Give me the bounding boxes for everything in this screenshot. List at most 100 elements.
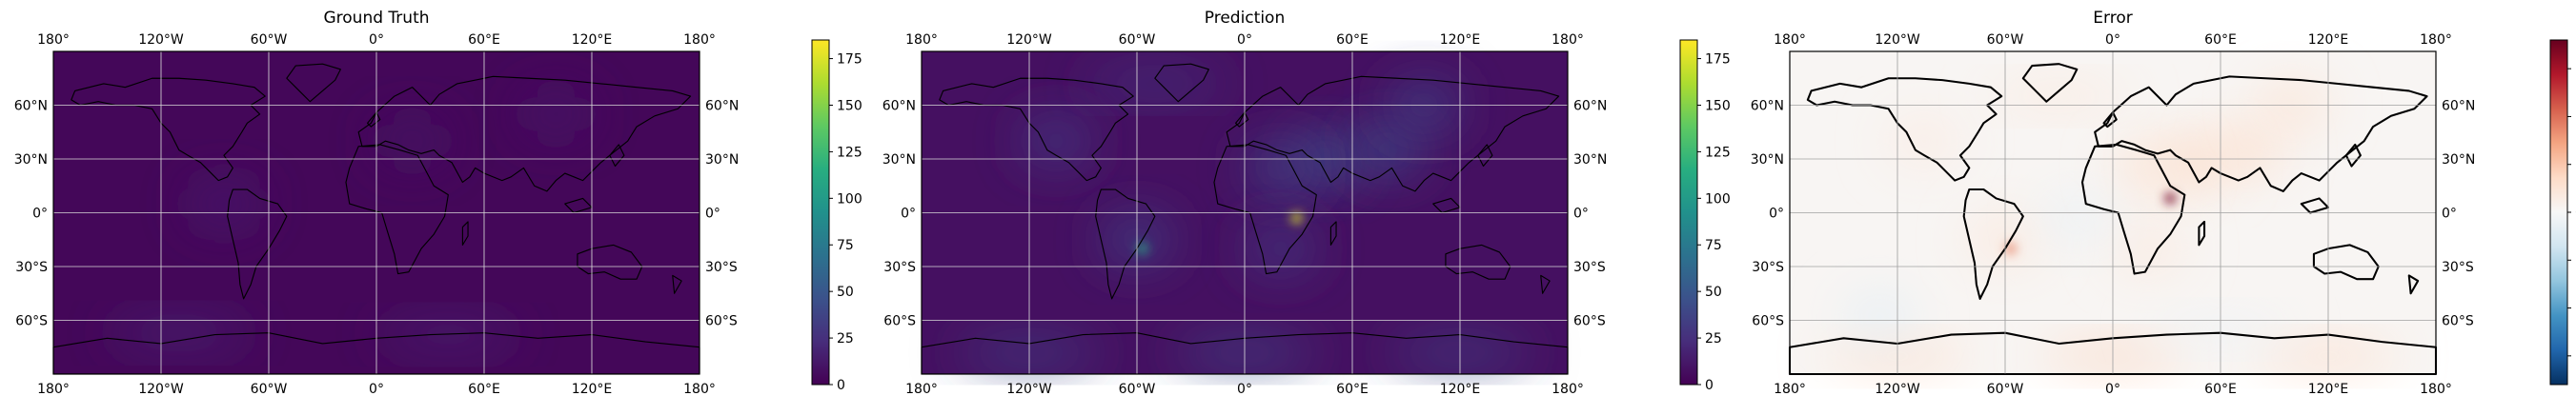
x-tick-label: 120°E	[1440, 382, 1481, 396]
x-tick-label: 0°	[1237, 382, 1252, 396]
y-tick-label: 60°S	[705, 314, 738, 329]
x-tick-label: 60°E	[1336, 32, 1369, 48]
value-patch	[2040, 196, 2113, 240]
value-patch	[1244, 227, 1317, 270]
y-tick-label: 60°N	[705, 99, 739, 114]
x-ticks-bottom: 180° 120°W 60°W 0° 60°E 120°E 180°	[37, 382, 716, 396]
y-tick-label: 30°S	[1573, 260, 1606, 275]
y-tick-label: 30°S	[1752, 260, 1784, 275]
y-tick-label: 30°S	[15, 260, 48, 275]
value-patch	[2164, 192, 2176, 205]
value-patch	[519, 92, 592, 136]
x-tick-label: 120°E	[2308, 32, 2349, 48]
x-tick-label: 120°E	[572, 32, 613, 48]
y-tick-label: 0°	[2442, 207, 2457, 222]
x-tick-label: 0°	[2105, 382, 2120, 396]
value-patch	[1843, 295, 1916, 339]
x-tick-label: 60°W	[1987, 32, 2024, 48]
y-ticks-left: 60°N 30°N 0° 30°S 60°S	[1751, 99, 1784, 329]
y-ticks-left: 60°N 30°N 0° 30°S 60°S	[14, 99, 48, 329]
y-tick-label: 30°N	[882, 152, 916, 168]
colorbar-ticks: 0 25 50 75 100 125 150 175	[829, 52, 862, 393]
y-ticks-right: 60°N 30°N 0° 30°S 60°S	[1573, 99, 1607, 329]
y-ticks-right: 60°N 30°N 0° 30°S 60°S	[2442, 99, 2475, 329]
value-patch	[2211, 128, 2283, 172]
value-patch	[107, 322, 252, 344]
y-tick-label: 30°N	[14, 152, 48, 168]
colorbar-tick-label: 0	[837, 378, 845, 393]
colorbar-ticks: 0 25 50 75 100 125 150 175	[1697, 52, 1731, 393]
colorbar-tick-label: 0	[1705, 378, 1714, 393]
value-patch	[188, 182, 260, 226]
x-tick-label: 120°E	[2308, 382, 2349, 396]
y-tick-label: 60°S	[1573, 314, 1606, 329]
x-tick-label: 0°	[1237, 32, 1252, 48]
y-tick-label: 60°S	[15, 314, 48, 329]
x-tick-label: 180°	[1774, 382, 1806, 396]
y-tick-label: 30°N	[705, 152, 739, 168]
map-field	[921, 51, 1569, 375]
x-tick-label: 120°W	[1875, 382, 1920, 396]
x-tick-label: 60°W	[251, 382, 288, 396]
x-ticks-bottom: 180° 120°W 60°W 0° 60°E 120°E 180°	[1774, 382, 2452, 396]
x-tick-label: 180°	[2420, 32, 2452, 48]
y-tick-label: 30°S	[705, 260, 738, 275]
value-patch	[1290, 212, 1303, 224]
x-tick-label: 60°E	[1336, 382, 1369, 396]
x-tick-label: 180°	[683, 32, 716, 48]
map-gridlines	[922, 51, 1568, 374]
colorbar-tick-label: 25	[837, 331, 854, 346]
x-tick-label: 180°	[1552, 32, 1584, 48]
y-tick-label: 30°S	[2442, 260, 2474, 275]
x-tick-label: 60°W	[251, 32, 288, 48]
x-tick-label: 60°W	[1119, 382, 1156, 396]
x-tick-label: 60°E	[468, 382, 500, 396]
y-ticks-left: 60°N 30°N 0° 30°S 60°S	[882, 99, 916, 329]
map-frame	[1789, 50, 2437, 375]
panel-error: Error 180° 120°W 60°W 0° 60°E 120°E 180° 180° 1…	[1751, 9, 2476, 396]
value-patch	[1136, 243, 1148, 254]
panel-prediction: Prediction 180° 120°W 60°W 0° 60°E 120°E 180° …	[882, 9, 1608, 396]
y-tick-label: 60°S	[1752, 314, 1784, 329]
x-tick-label: 120°E	[1440, 32, 1481, 48]
y-tick-label: 60°N	[14, 99, 48, 114]
y-tick-label: 30°N	[2442, 152, 2475, 168]
colorbar-tick-label: 125	[837, 145, 862, 160]
colorbar-prediction: 0 25 50 75 100 125 150 175	[1679, 39, 1731, 393]
x-tick-label: 180°	[37, 382, 70, 396]
map-title: Error	[2093, 9, 2132, 28]
x-tick-label: 180°	[37, 32, 70, 48]
value-patch	[1083, 72, 1227, 95]
x-ticks-top: 180° 120°W 60°W 0° 60°E 120°E 180°	[1774, 32, 2452, 48]
y-tick-label: 0°	[1573, 207, 1589, 222]
value-patch	[1888, 119, 1960, 163]
value-patch	[1987, 85, 2131, 108]
x-ticks-bottom: 180° 120°W 60°W 0° 60°E 120°E 180°	[905, 382, 1584, 396]
y-ticks-right: 60°N 30°N 0° 30°S 60°S	[705, 99, 739, 329]
value-patch	[1020, 119, 1092, 163]
y-tick-label: 60°N	[1751, 99, 1784, 114]
x-ticks-top: 180° 120°W 60°W 0° 60°E 120°E 180°	[905, 32, 1584, 48]
colorbar-gradient	[2549, 39, 2568, 386]
y-tick-label: 30°S	[883, 260, 916, 275]
x-tick-label: 60°E	[2204, 382, 2237, 396]
y-tick-label: 30°N	[1751, 152, 1784, 168]
y-tick-label: 0°	[901, 207, 916, 222]
colorbar-tick-label: 150	[837, 98, 862, 113]
panel-ground-truth: Ground Truth 180° 120°W 60°W 0° 60°E 120°E 180…	[14, 9, 740, 396]
colorbar-gradient	[811, 39, 830, 386]
map-gridlines	[53, 51, 700, 374]
x-tick-label: 60°W	[1119, 32, 1156, 48]
y-tick-label: 0°	[32, 207, 48, 222]
x-tick-label: 60°W	[1987, 382, 2024, 396]
x-tick-label: 120°W	[138, 382, 184, 396]
y-tick-label: 0°	[1769, 207, 1784, 222]
map-title: Ground Truth	[323, 9, 429, 28]
colorbar-tick-label: 100	[837, 191, 862, 207]
map-frame	[921, 50, 1569, 375]
y-tick-label: 60°S	[2442, 314, 2474, 329]
y-tick-label: 60°N	[2442, 99, 2475, 114]
colorbar-tick-label: 75	[1705, 238, 1722, 253]
x-tick-label: 0°	[369, 382, 384, 396]
